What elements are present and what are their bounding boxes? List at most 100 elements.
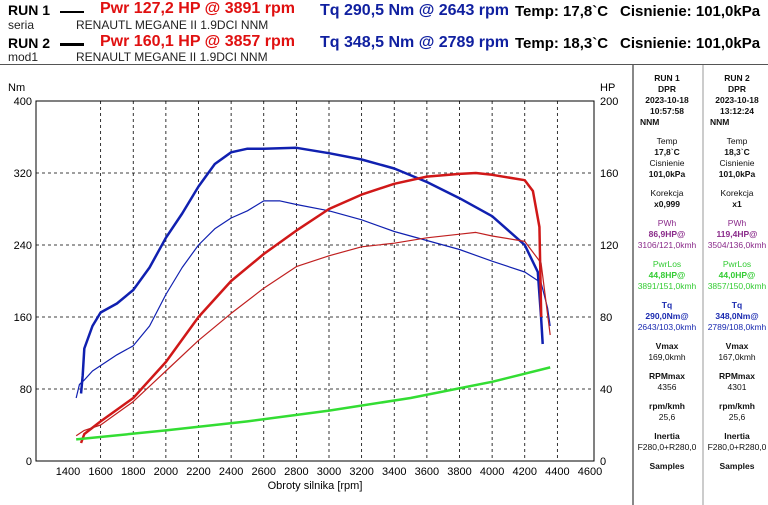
spacer — [704, 333, 768, 341]
panel-rpm: 4356 — [657, 382, 677, 392]
series-run-1-torque — [75, 200, 551, 399]
panel-rk: 25,6 — [658, 412, 676, 422]
run1-torque: Tq 290,5 Nm @ 2643 rpm — [320, 2, 510, 19]
y-left-tick-label: 0 — [26, 456, 32, 468]
panel-time: 10:57:58 — [649, 106, 685, 116]
x-tick-label: 1600 — [88, 466, 112, 478]
run1-pressure: Cisnienie: 101,0kPa — [620, 3, 761, 20]
panel-tq-at: 2789/108,0kmh — [707, 322, 767, 332]
panel-temp-label: Temp — [726, 136, 748, 146]
x-tick-label: 3000 — [317, 466, 341, 478]
panel-time: 13:12:24 — [719, 106, 755, 116]
panel-los-label: PwrLos — [652, 259, 682, 269]
y-right-tick-label: 40 — [600, 384, 612, 396]
x-tick-label: 3600 — [415, 466, 439, 478]
panel-samples-label: Samples — [649, 461, 685, 471]
run2-vehicle: RENAULT MEGANE II 1.9DCI NNM — [76, 50, 268, 64]
run2-temp: Temp: 18,3`C — [515, 35, 609, 52]
panel-tq: 290,0Nm@ — [645, 311, 689, 321]
run2-column: RUN 2 DPR 2023-10-18 13:12:24 NNM Temp 18,3`C C… — [702, 65, 768, 505]
dyno-chart: 1400 1600 1800 2000 2200 2400 2600 2800 3000 3200… — [8, 82, 618, 492]
spacer — [634, 363, 700, 371]
x-tick-label: 2600 — [252, 466, 276, 478]
x-tick-label: 2200 — [186, 466, 210, 478]
panel-kor-label: Korekcja — [650, 188, 684, 198]
panel-vmax-label: Vmax — [655, 341, 679, 351]
panel-pwh: 86,9HP@ — [648, 229, 686, 239]
panel-rk: 25,6 — [728, 412, 746, 422]
panel-press: 101,0kPa — [718, 169, 756, 179]
panel-press: 101,0kPa — [648, 169, 686, 179]
spacer — [704, 363, 768, 371]
panel-vmax: 169,0kmh — [648, 352, 686, 362]
panel-kor: x1 — [732, 199, 742, 209]
panel-run: RUN 2 — [724, 73, 750, 83]
series-run-1-power — [75, 231, 551, 437]
x-tick-label: 2400 — [219, 466, 243, 478]
series-run-2-torque — [79, 146, 544, 394]
run1-label: RUN 1 — [8, 2, 51, 18]
panel-rpm: 4301 — [727, 382, 747, 392]
spacer — [634, 453, 700, 461]
x-tick-label: 4000 — [480, 466, 504, 478]
x-tick-label: 3200 — [349, 466, 373, 478]
spacer — [704, 251, 768, 259]
panel-tq: 348,0Nm@ — [715, 311, 759, 321]
run2-torque: Tq 348,5 Nm @ 2789 rpm — [320, 34, 510, 51]
series-power-loss — [76, 366, 551, 441]
panel-press-label: Cisnienie — [649, 158, 685, 168]
panel-in-label: Inertia — [654, 431, 680, 441]
panel-los-label: PwrLos — [722, 259, 752, 269]
spacer — [704, 128, 768, 136]
x-tick-label: 4200 — [513, 466, 537, 478]
spacer — [634, 292, 700, 300]
spacer — [704, 453, 768, 461]
panel-press-label: Cisnienie — [719, 158, 755, 168]
y-right-axis-label: HP — [600, 82, 615, 94]
y-left-axis-label: Nm — [8, 82, 25, 94]
spacer — [704, 423, 768, 431]
panel-tq-at: 2643/103,0kmh — [637, 322, 697, 332]
spacer — [634, 393, 700, 401]
panel-in-label: Inertia — [724, 431, 750, 441]
y-left-tick-label: 240 — [14, 240, 32, 252]
panel-los-at: 3891/151,0kmh — [637, 281, 697, 291]
panel-note: NNM — [640, 117, 660, 127]
panel-run: RUN 1 — [654, 73, 680, 83]
panel-samples-label: Samples — [719, 461, 755, 471]
panel-temp: 18,3`C — [724, 147, 750, 157]
panel-date: 2023-10-18 — [645, 95, 689, 105]
run2-label: RUN 2 — [8, 35, 51, 51]
spacer — [634, 423, 700, 431]
y-left-tick-label: 320 — [14, 168, 32, 180]
panel-kor: x0,999 — [654, 199, 680, 209]
panel-los: 44,0HP@ — [718, 270, 756, 280]
panel-rk-label: rpm/kmh — [649, 401, 685, 411]
panel-temp-label: Temp — [656, 136, 678, 146]
y-right-tick-label: 120 — [600, 240, 618, 252]
panel-rpm-label: RPMmax — [649, 371, 685, 381]
y-right-tick-label: 0 — [600, 456, 606, 468]
y-right-tick-label: 200 — [600, 96, 618, 108]
panel-los-at: 3857/150,0kmh — [707, 281, 767, 291]
x-axis-label: Obroty silnika [rpm] — [268, 480, 363, 492]
spacer — [634, 128, 700, 136]
x-tick-label: 3400 — [382, 466, 406, 478]
run1-vehicle: RENAUTL MEGANE II 1.9DCI NNM — [76, 18, 269, 32]
x-tick-label: 4600 — [578, 466, 602, 478]
panel-rk-label: rpm/kmh — [719, 401, 755, 411]
panel-in: F280,0+R280,0 — [707, 442, 767, 452]
run2-name: mod1 — [8, 50, 39, 64]
panel-los: 44,8HP@ — [648, 270, 686, 280]
panel-rpm-label: RPMmax — [719, 371, 755, 381]
panel-note: NNM — [710, 117, 730, 127]
panel-type: DPR — [728, 84, 746, 94]
panel-type: DPR — [658, 84, 676, 94]
x-tick-label: 4400 — [545, 466, 569, 478]
panel-date: 2023-10-18 — [715, 95, 759, 105]
x-tick-label: 1800 — [121, 466, 145, 478]
x-tick-label: 1400 — [56, 466, 80, 478]
panel-tq-label: Tq — [661, 300, 673, 310]
spacer — [704, 393, 768, 401]
panel-pwh-at: 3106/121,0kmh — [637, 240, 697, 250]
